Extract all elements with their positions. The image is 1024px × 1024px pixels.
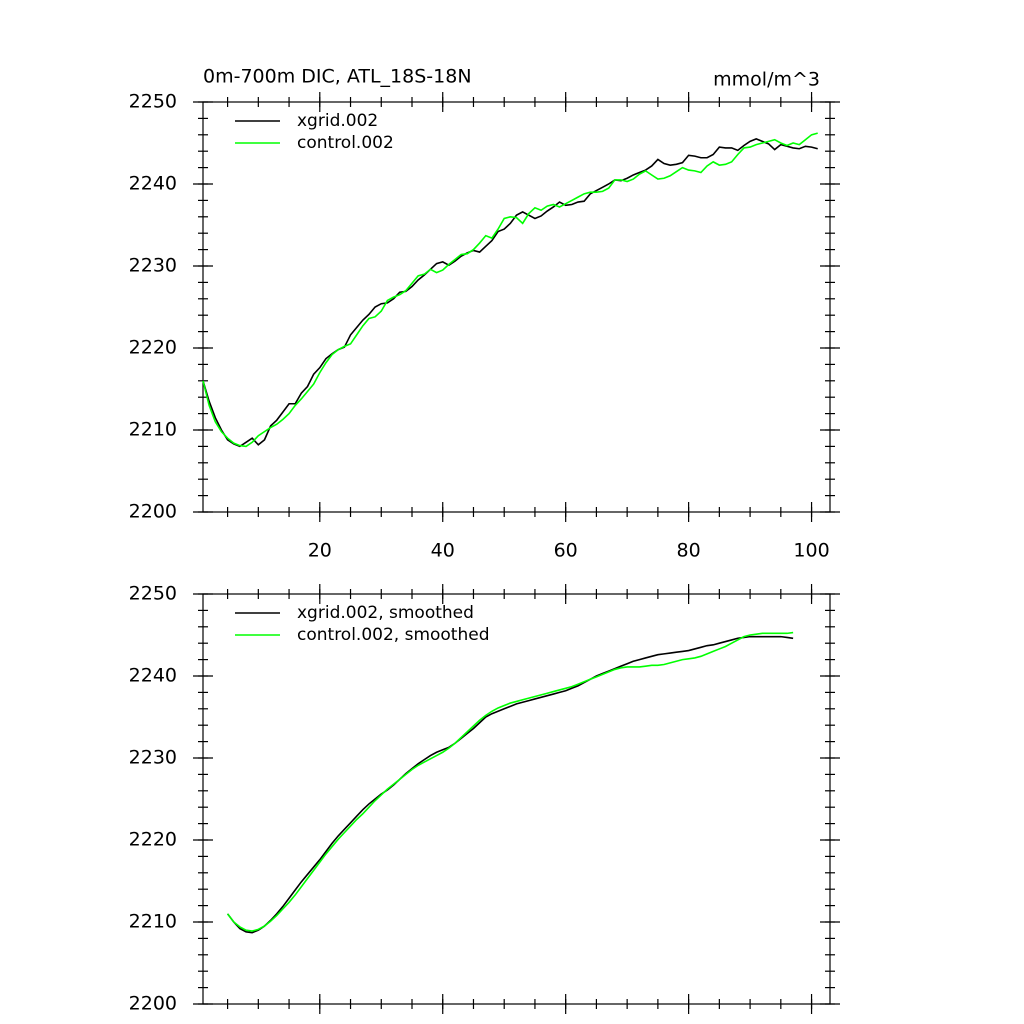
x-tick-label: 40	[431, 540, 455, 562]
y-tick-label: 2210	[129, 911, 177, 933]
plot-frame	[202, 593, 831, 1005]
y-tick-label: 2250	[129, 91, 177, 113]
legend-label: control.002, smoothed	[297, 625, 490, 645]
plot-frame	[202, 101, 831, 513]
x-tick-label: 60	[554, 540, 578, 562]
y-tick-label: 2240	[129, 173, 177, 195]
x-tick-label: 20	[308, 540, 332, 562]
data-line	[226, 635, 794, 934]
data-line	[202, 138, 818, 448]
y-tick-label: 2220	[129, 337, 177, 359]
y-tick-label: 2240	[129, 665, 177, 687]
y-tick-label: 2200	[129, 501, 177, 523]
legend-label: xgrid.002, smoothed	[297, 603, 474, 623]
legend-label: control.002	[297, 133, 394, 153]
data-line	[226, 631, 794, 932]
data-line	[202, 132, 818, 448]
x-tick-label: 80	[677, 540, 701, 562]
y-tick-label: 2200	[129, 993, 177, 1015]
y-tick-label: 2230	[129, 255, 177, 277]
y-tick-label: 2250	[129, 583, 177, 605]
y-tick-label: 2220	[129, 829, 177, 851]
y-tick-label: 2210	[129, 419, 177, 441]
chart-title: 0m-700m DIC, ATL_18S-18N	[203, 66, 472, 88]
units-label: mmol/m^3	[713, 69, 820, 91]
legend-label: xgrid.002	[297, 111, 378, 131]
y-tick-label: 2230	[129, 747, 177, 769]
x-tick-label: 100	[793, 540, 829, 562]
